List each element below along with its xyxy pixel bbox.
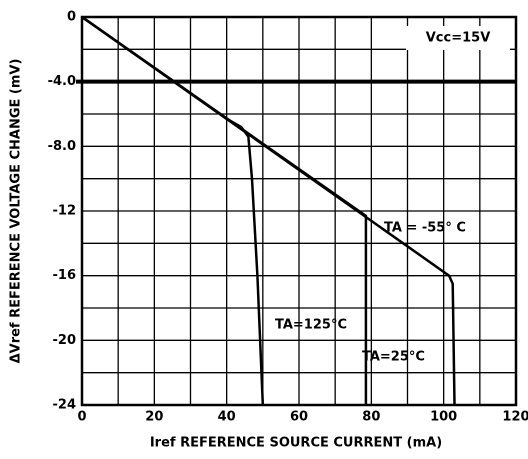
plot-frame <box>80 15 518 407</box>
y-tick-label: -16 <box>53 268 77 283</box>
x-tick-label: 80 <box>362 410 380 425</box>
y-tick-label: -4.0 <box>48 74 76 89</box>
x-axis-label: Iref REFERENCE SOURCE CURRENT (mA) <box>150 436 442 451</box>
y-tick-label: -12 <box>53 204 77 219</box>
x-tick-label: 60 <box>290 410 308 425</box>
y-tick-label: -24 <box>53 398 77 413</box>
x-tick-label: 20 <box>145 410 163 425</box>
series-line <box>81 15 456 406</box>
annotation: Vcc=15V <box>426 31 491 46</box>
series-label: TA = -55° C <box>384 221 466 236</box>
x-tick-label: 100 <box>430 410 457 425</box>
annotation-box <box>406 26 510 50</box>
x-tick-label: 40 <box>218 410 236 425</box>
x-tick-label: 120 <box>502 410 528 425</box>
y-tick-label: -8.0 <box>48 139 76 154</box>
y-axis-label: ΔVref REFERENCE VOLTAGE CHANGE (mV) <box>9 59 24 364</box>
y-tick-label: 0 <box>67 10 76 25</box>
series-label: TA=125°C <box>275 318 347 333</box>
x-tick-label: 0 <box>77 410 86 425</box>
series-label: TA=25°C <box>362 350 425 365</box>
y-tick-label: -20 <box>53 333 77 348</box>
